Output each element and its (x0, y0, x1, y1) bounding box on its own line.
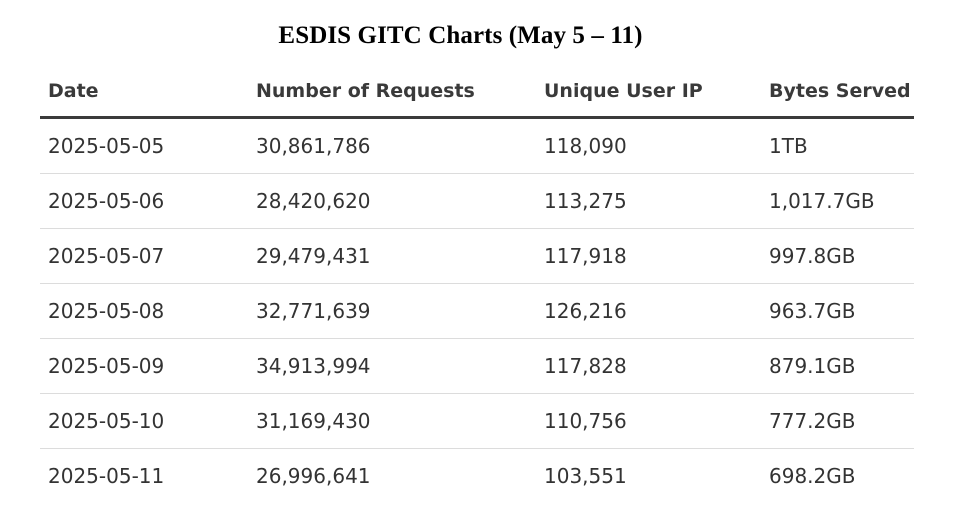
cell-bytes: 997.8GB (761, 228, 914, 284)
cell-bytes: 1,017.7GB (761, 173, 914, 229)
cell-date: 2025-05-09 (40, 338, 248, 394)
cell-requests: 32,771,639 (248, 283, 536, 339)
cell-date: 2025-05-06 (40, 173, 248, 229)
cell-bytes: 777.2GB (761, 393, 914, 449)
cell-date: 2025-05-11 (48, 464, 165, 488)
table-row: 2025-05-05 30,861,786 118,090 1TB (40, 117, 914, 174)
cell-requests: 28,420,620 (248, 173, 536, 229)
table-row: 2025-05-07 29,479,431 117,918 997.8GB (40, 228, 914, 284)
cell-requests: 26,996,641 (256, 464, 371, 488)
cell-bytes: 1TB (761, 117, 914, 174)
cell-unique-ip: 117,828 (536, 338, 761, 394)
cell-unique-ip: 103,551 (544, 464, 627, 488)
cell-requests: 29,479,431 (248, 228, 536, 284)
cell-date: 2025-05-08 (40, 283, 248, 339)
cell-bytes: 879.1GB (761, 338, 914, 394)
table-row: 2025-05-09 34,913,994 117,828 879.1GB (40, 338, 914, 394)
cell-unique-ip: 118,090 (536, 117, 761, 174)
cell-unique-ip: 117,918 (536, 228, 761, 284)
cell-unique-ip: 113,275 (536, 173, 761, 229)
table-row: 2025-05-10 31,169,430 110,756 777.2GB (40, 393, 914, 449)
cell-date: 2025-05-07 (40, 228, 248, 284)
cell-bytes: 698.2GB (769, 464, 856, 488)
header-row: Date Number of Requests Unique User IP B… (40, 66, 914, 119)
cell-unique-ip: 126,216 (536, 283, 761, 339)
column-header-date: Date (40, 66, 248, 119)
cell-bytes: 963.7GB (761, 283, 914, 339)
stats-table: Date Number of Requests Unique User IP B… (40, 66, 914, 503)
column-header-requests: Number of Requests (248, 66, 536, 119)
cell-requests: 31,169,430 (248, 393, 536, 449)
cell-requests: 30,861,786 (248, 117, 536, 174)
table-row: 2025-05-11 26,996,641 103,551 698.2GB (40, 449, 914, 504)
column-header-bytes: Bytes Served (761, 66, 914, 119)
table-row: 2025-05-08 32,771,639 126,216 963.7GB (40, 283, 914, 339)
cell-unique-ip: 110,756 (536, 393, 761, 449)
cell-date: 2025-05-10 (40, 393, 248, 449)
chart-title: ESDIS GITC Charts (May 5 – 11) (278, 22, 643, 49)
table-row: 2025-05-06 28,420,620 113,275 1,017.7GB (40, 173, 914, 229)
cell-date: 2025-05-05 (40, 117, 248, 174)
column-header-unique-ip: Unique User IP (536, 66, 761, 119)
cell-requests: 34,913,994 (248, 338, 536, 394)
